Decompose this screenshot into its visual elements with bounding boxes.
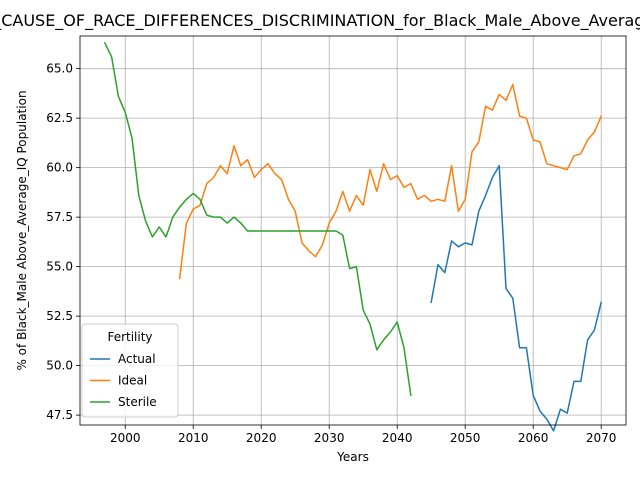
x-tick-label: 2020 <box>246 431 277 445</box>
series-line-sterile <box>103 41 412 397</box>
x-tick-label: 2000 <box>110 431 141 445</box>
y-tick-label: 62.5 <box>46 111 73 125</box>
y-tick-label: 57.5 <box>46 210 73 224</box>
legend-items: Actual Ideal Sterile <box>90 352 157 409</box>
x-tick-label: 2010 <box>178 431 209 445</box>
legend-box <box>81 323 179 418</box>
legend-label-ideal: Ideal <box>118 374 147 388</box>
legend-label-sterile: Sterile <box>118 395 157 409</box>
legend: Fertility Actual Ideal Sterile <box>81 323 179 418</box>
chart-title: 2_in_CAUSE_OF_RACE_DIFFERENCES_DISCRIMIN… <box>0 11 640 31</box>
plot-frame <box>79 35 627 426</box>
series-line-actual <box>430 164 603 432</box>
series-lines <box>103 41 603 432</box>
legend-title: Fertility <box>107 330 152 344</box>
series-line-ideal <box>178 83 603 280</box>
x-tick-label: 2070 <box>586 431 617 445</box>
y-tick-label: 55.0 <box>46 260 73 274</box>
y-tick-label: 52.5 <box>46 309 73 323</box>
x-tick-label: 2030 <box>314 431 345 445</box>
x-tick-label: 2050 <box>450 431 481 445</box>
x-axis-label: Years <box>336 450 369 464</box>
y-tick-label: 50.0 <box>46 359 73 373</box>
axis-ticks: 2000 2010 2020 2030 2040 2050 2060 2070 47.5 50.0… <box>46 62 616 445</box>
y-tick-label: 47.5 <box>46 408 73 422</box>
legend-label-actual: Actual <box>118 352 156 366</box>
x-tick-label: 2040 <box>382 431 413 445</box>
gridlines <box>80 36 626 425</box>
y-axis-label: % of Black_Male Above_Average_IQ Populat… <box>15 90 29 370</box>
x-tick-label: 2060 <box>518 431 549 445</box>
y-tick-label: 65.0 <box>46 62 73 76</box>
y-tick-label: 60.0 <box>46 161 73 175</box>
